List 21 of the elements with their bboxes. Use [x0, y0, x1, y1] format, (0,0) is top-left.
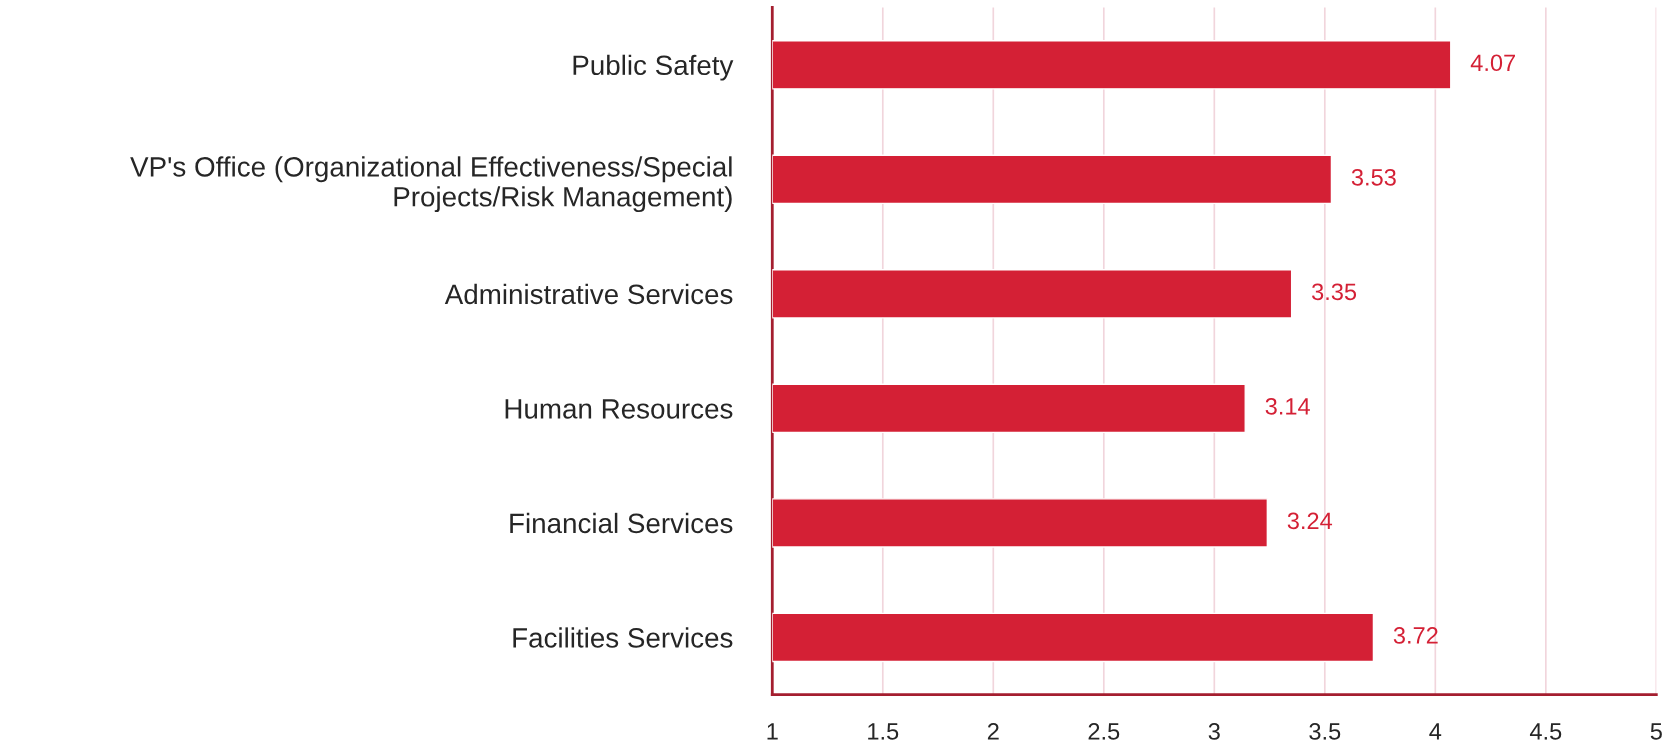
y-tick-label: Public Safety: [573, 54, 734, 81]
y-tick-label: Human Resources: [505, 399, 733, 419]
data-label: 3.72: [1393, 627, 1438, 644]
y-tick-label: Administrative Services: [444, 283, 733, 305]
data-label: 3.53: [1351, 168, 1396, 186]
data-label: 3.35: [1312, 283, 1357, 301]
y-tick-label: VP's Office (Organizational Effectiveness/Special Projects/Risk Management): [130, 156, 732, 213]
x-tick-label: 3.5: [1309, 723, 1341, 740]
x-tick-label: 4.5: [1529, 723, 1562, 740]
data-label: 3.24: [1287, 512, 1333, 530]
y-tick-label: Financial Services: [510, 512, 733, 534]
x-tick-label: 4: [1429, 723, 1442, 740]
x-tick-label: 2.5: [1088, 723, 1120, 740]
x-tick-label: 1: [767, 723, 778, 740]
x-tick-label: 3: [1208, 723, 1220, 740]
x-tick-label: 5: [1650, 723, 1662, 740]
y-tick-label: Facilities Services: [513, 627, 733, 648]
x-tick-label: 2: [987, 723, 999, 740]
x-tick-label: 1.5: [868, 723, 899, 740]
data-label: 3.14: [1265, 397, 1310, 415]
data-label: 4.07: [1470, 54, 1515, 72]
